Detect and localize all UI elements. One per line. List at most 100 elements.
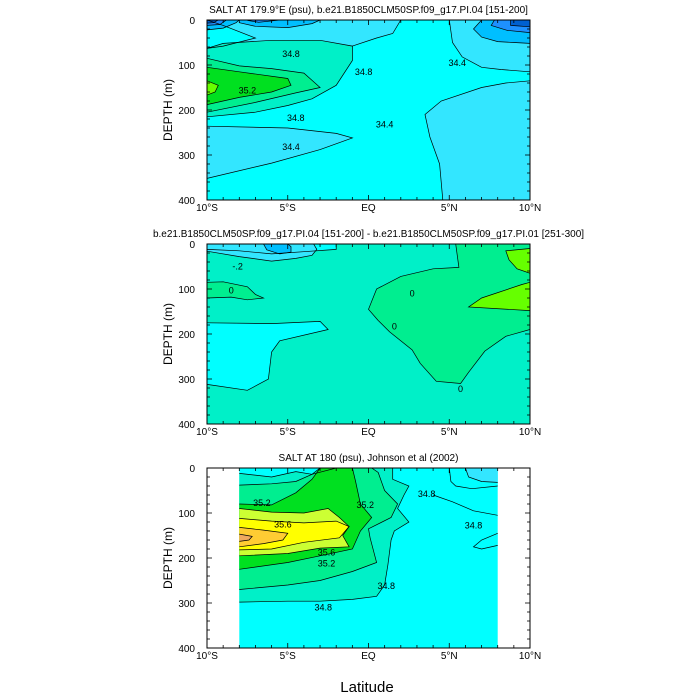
contour-line-5 (207, 20, 240, 31)
panel-title: SALT AT 180 (psu), Johnson et al (2002) (279, 453, 459, 464)
y-tick-label-0: 0 (189, 240, 195, 251)
contour-label-6: 34.4 (449, 58, 467, 68)
x-tick-label-4: 10°N (519, 427, 541, 438)
contour-label-3: 35.2 (318, 558, 336, 568)
y-tick-label-0: 0 (189, 16, 195, 27)
contour-label-0: -.2 (232, 262, 243, 272)
x-tick-label-0: 10°S (196, 203, 218, 214)
contour-label-2: 0 (410, 289, 415, 299)
fill-region-6 (505, 248, 530, 274)
contour-line-0 (207, 321, 329, 391)
y-tick-label-2: 200 (178, 106, 195, 117)
contour-line-15 (490, 20, 530, 33)
y-axis-label: DEPTH (m) (161, 303, 175, 365)
contour-label-4: 35.2 (357, 500, 375, 510)
contour-label-3: 0 (392, 321, 397, 331)
contour-line-8 (207, 20, 257, 49)
y-tick-label-2: 200 (178, 330, 195, 341)
panel-title: b.e21.B1850CLM50SP.f09_g17.PI.04 [151-20… (153, 229, 584, 240)
plot-area: 35.235.635.635.235.234.834.834.834.8 (239, 468, 498, 648)
contour-line-5 (368, 244, 460, 321)
contour-line-9 (239, 20, 321, 28)
x-tick-label-2: EQ (361, 651, 376, 662)
contour-line-7 (505, 248, 530, 274)
contour-line-0 (239, 468, 337, 478)
contour-label-6: 34.8 (418, 489, 436, 499)
contour-line-1 (239, 468, 410, 603)
fill-region-13 (510, 20, 530, 27)
contour-line-10 (448, 468, 498, 490)
y-tick-label-4: 400 (178, 644, 195, 655)
contour-line-11 (352, 20, 402, 47)
contour-line-4 (239, 468, 321, 506)
fill-region-4 (207, 281, 264, 300)
contour-line-13 (424, 80, 530, 200)
contour-label-5: 34.4 (376, 119, 394, 129)
contour-line-9 (239, 533, 253, 542)
contour-label-1: 35.6 (274, 519, 292, 529)
contour-label-3: 34.4 (282, 142, 300, 152)
contour-label-4: 0 (458, 384, 463, 394)
fill-region-8 (207, 67, 291, 105)
panel-title: SALT AT 179.9°E (psu), b.e21.B1850CLM50S… (209, 5, 528, 16)
x-tick-label-1: 5°S (280, 651, 297, 662)
contour-line-3 (207, 80, 219, 96)
fill-region-9 (473, 533, 498, 549)
fill-region-7 (468, 282, 530, 311)
contour-line-4 (207, 125, 354, 179)
x-tick-label-1: 5°S (280, 203, 297, 214)
y-tick-label-1: 100 (178, 61, 195, 72)
plot-area: -.2 0 0 0 0 (207, 244, 530, 424)
plot-area: 34.8 35.2 34.8 34.4 34.8 34.4 34.4 (207, 20, 530, 200)
panel-middle: -.2 0 0 0 0 10°S 5°S EQ 5°N 10°N 0 100 200 300 400 b.e2… (153, 229, 584, 438)
contour-line-12 (448, 20, 530, 73)
contour-line-10 (247, 20, 280, 23)
fill-region-5 (368, 244, 530, 384)
contour-line-4 (207, 281, 265, 301)
contour-line-14 (473, 20, 530, 44)
contour-line-2 (207, 66, 292, 105)
contour-line-1 (207, 57, 321, 113)
fill-region-3 (263, 244, 291, 254)
y-tick-label-4: 400 (178, 420, 195, 431)
y-tick-label-1: 100 (178, 285, 195, 296)
contour-label-2: 35.6 (318, 548, 336, 558)
contour-line-12 (432, 494, 498, 516)
contour-line-6 (377, 320, 530, 384)
contour-label-8: 34.8 (315, 603, 333, 613)
contour-label-0: 35.2 (253, 498, 271, 508)
contour-line-16 (510, 20, 530, 28)
y-axis-label: DEPTH (m) (161, 527, 175, 589)
y-tick-label-3: 300 (178, 599, 195, 610)
y-tick-label-3: 300 (178, 375, 195, 386)
x-tick-label-3: 5°N (441, 427, 458, 438)
x-tick-label-3: 5°N (441, 651, 458, 662)
y-tick-label-4: 400 (178, 196, 195, 207)
contour-line-7 (207, 20, 219, 24)
fill-region-0 (207, 321, 329, 391)
contour-line-13 (472, 532, 498, 550)
panel-bottom: 35.235.635.635.235.234.834.834.834.810°S… (161, 453, 541, 662)
x-tick-label-3: 5°N (441, 203, 458, 214)
fill-region-5 (239, 527, 288, 547)
y-tick-label-0: 0 (189, 464, 195, 475)
contour-line-8 (239, 527, 289, 548)
contour-label-1: 0 (229, 285, 234, 295)
contour-line-0 (207, 39, 353, 118)
contour-line-3 (263, 244, 292, 255)
x-tick-label-4: 10°N (519, 203, 541, 214)
contour-label-7: 34.8 (465, 521, 483, 531)
contour-label-2: 34.8 (287, 113, 305, 123)
contour-line-2 (239, 468, 321, 486)
y-tick-label-2: 200 (178, 554, 195, 565)
contour-label-5: 34.8 (377, 581, 395, 591)
x-tick-label-0: 10°S (196, 651, 218, 662)
contour-label-0: 34.8 (282, 49, 300, 59)
contour-line-7 (239, 518, 350, 551)
x-tick-label-2: EQ (361, 203, 376, 214)
contour-label-4: 34.8 (355, 67, 373, 77)
x-tick-label-4: 10°N (519, 651, 541, 662)
contour-line-11 (465, 468, 498, 483)
fill-region-10 (207, 20, 530, 200)
